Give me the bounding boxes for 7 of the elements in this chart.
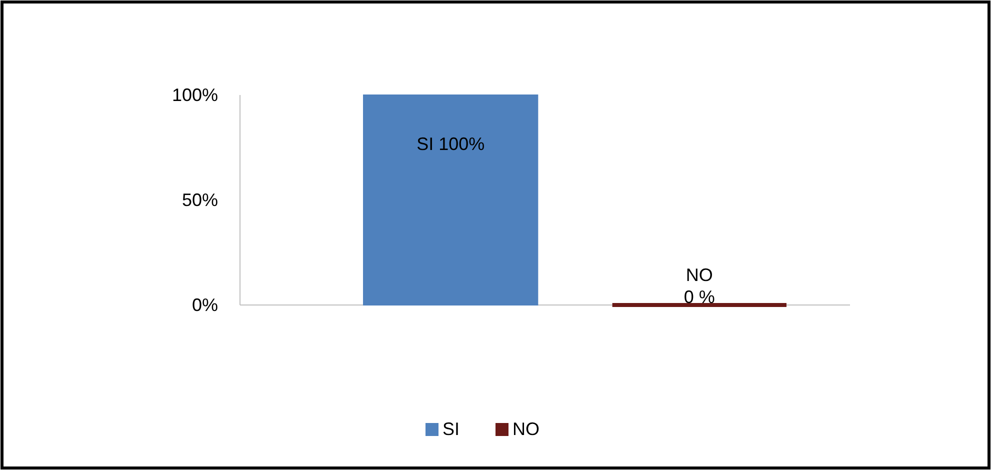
data-label: NO 0 % bbox=[684, 265, 715, 307]
y-tick-label: 100% bbox=[172, 85, 218, 105]
legend-label: SI bbox=[442, 419, 460, 439]
y-tick-label: 50% bbox=[182, 190, 218, 210]
data-label: SI 100% bbox=[416, 134, 485, 154]
y-tick-label: 0% bbox=[192, 295, 218, 315]
legend-label: NO bbox=[512, 419, 540, 439]
